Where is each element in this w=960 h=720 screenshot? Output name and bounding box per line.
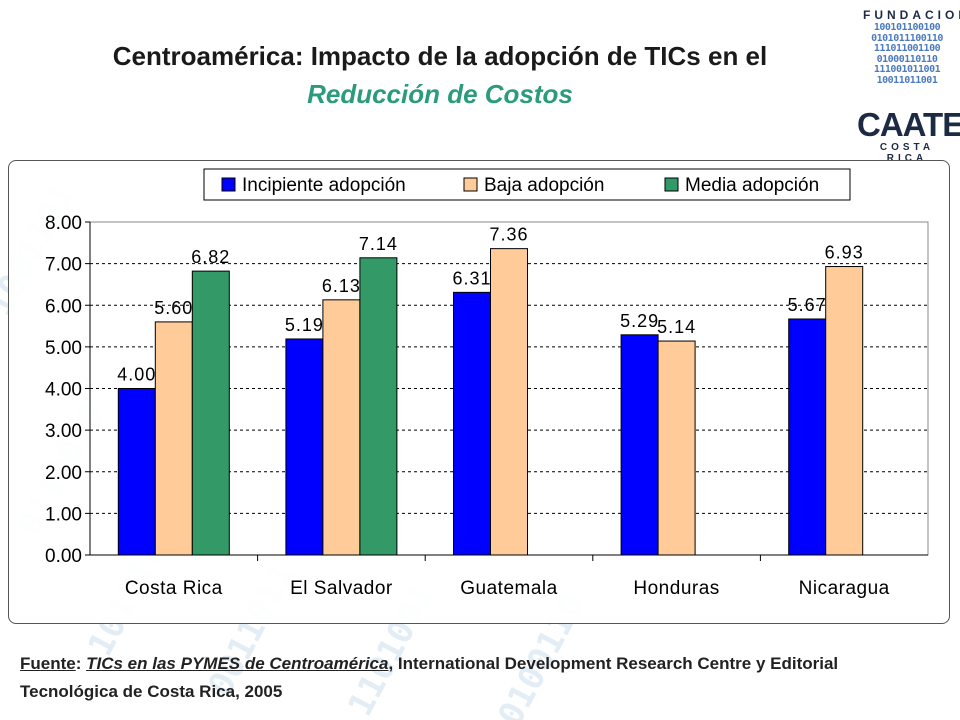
logo-binary-line: 111011001100 xyxy=(873,43,941,54)
x-category-label: Costa Rica xyxy=(125,578,223,599)
bar-baja-adopci-n xyxy=(490,248,528,556)
data-label: 5.29 xyxy=(620,311,659,331)
caatec-logo: FUNDACION 100101100100 0101011100110 111… xyxy=(857,8,960,164)
legend-box xyxy=(203,168,851,201)
bar-incipiente-adopci-n xyxy=(117,388,156,556)
data-label: 4.00 xyxy=(117,365,156,385)
x-category-label: Nicaragua xyxy=(799,578,890,599)
bar-media-adopci-n xyxy=(191,270,230,556)
source-publisher: , International Development Research Cen… xyxy=(20,654,839,701)
y-tick-label: 2.00 xyxy=(45,463,82,484)
source-note: Fuente: TICs en las PYMES de Centroaméri… xyxy=(20,650,940,706)
bar-baja-adopci-n xyxy=(657,340,696,556)
legend-swatch xyxy=(221,177,236,192)
y-tick-label: 3.00 xyxy=(45,421,82,442)
logo-binary-pattern: 100101100100 0101011100110 111011001100 … xyxy=(861,23,953,86)
y-tick-label: 5.00 xyxy=(45,338,82,359)
data-label: 6.93 xyxy=(825,243,864,263)
bar-baja-adopci-n xyxy=(154,321,193,556)
bar-incipiente-adopci-n xyxy=(788,318,827,556)
logo-binary-line: 0101011100110 xyxy=(871,32,943,44)
data-label: 5.14 xyxy=(657,317,696,337)
y-tick-label: 8.00 xyxy=(45,213,82,234)
legend-swatch xyxy=(463,177,478,192)
bar-incipiente-adopci-n xyxy=(453,291,491,556)
x-category-label: Guatemala xyxy=(460,578,557,599)
title-line-1: Centroamérica: Impacto de la adopción de… xyxy=(112,41,768,71)
legend-label: Incipiente adopción xyxy=(242,175,406,196)
y-tick-label: 1.00 xyxy=(45,504,82,525)
source-work-title: TICs en las PYMES de Centroamérica xyxy=(86,654,389,673)
logo-binary-line: 100101100100 xyxy=(873,23,941,33)
source-colon: : xyxy=(75,654,87,673)
bar-baja-adopci-n xyxy=(322,299,361,556)
y-tick-label: 4.00 xyxy=(45,380,82,401)
data-label: 7.14 xyxy=(359,234,398,254)
source-label: Fuente xyxy=(20,654,76,673)
bar-baja-adopci-n xyxy=(825,266,864,556)
bar-media-adopci-n xyxy=(359,257,398,556)
x-category-label: Honduras xyxy=(633,578,719,599)
slide-title: Centroamérica: Impacto de la adopción de… xyxy=(20,38,860,112)
data-label: 6.13 xyxy=(322,276,361,296)
legend-label: Media adopción xyxy=(685,175,819,196)
logo-binary-line: 10011011001 xyxy=(876,74,938,86)
y-tick-label: 0.00 xyxy=(45,546,82,567)
title-line-2: Reducción de Costos xyxy=(307,79,573,109)
x-category-label: El Salvador xyxy=(290,578,393,599)
bar-chart: 0.00 1.00 2.00 3.00 4.00 5.00 6.00 7.00 8.00 4.00… xyxy=(45,168,929,599)
y-tick-label: 7.00 xyxy=(45,255,82,276)
data-label: 6.82 xyxy=(191,247,230,267)
y-tick-label: 6.00 xyxy=(45,296,82,317)
logo-binary-line: 01000110110 xyxy=(876,53,938,65)
logo-top-word: FUNDACION xyxy=(863,8,960,22)
data-label: 7.36 xyxy=(489,225,528,245)
data-label: 5.67 xyxy=(788,295,827,315)
logo-binary-line: 111001011001 xyxy=(873,64,941,75)
logo-bottom-word: COSTA RICA xyxy=(879,142,935,164)
bar-incipiente-adopci-n xyxy=(285,338,324,556)
bar-incipiente-adopci-n xyxy=(620,334,659,556)
data-label: 5.19 xyxy=(285,315,324,335)
data-label: 5.60 xyxy=(154,298,193,318)
data-label: 6.31 xyxy=(452,268,491,288)
legend-swatch xyxy=(664,177,679,192)
legend-label: Baja adopción xyxy=(484,175,604,196)
